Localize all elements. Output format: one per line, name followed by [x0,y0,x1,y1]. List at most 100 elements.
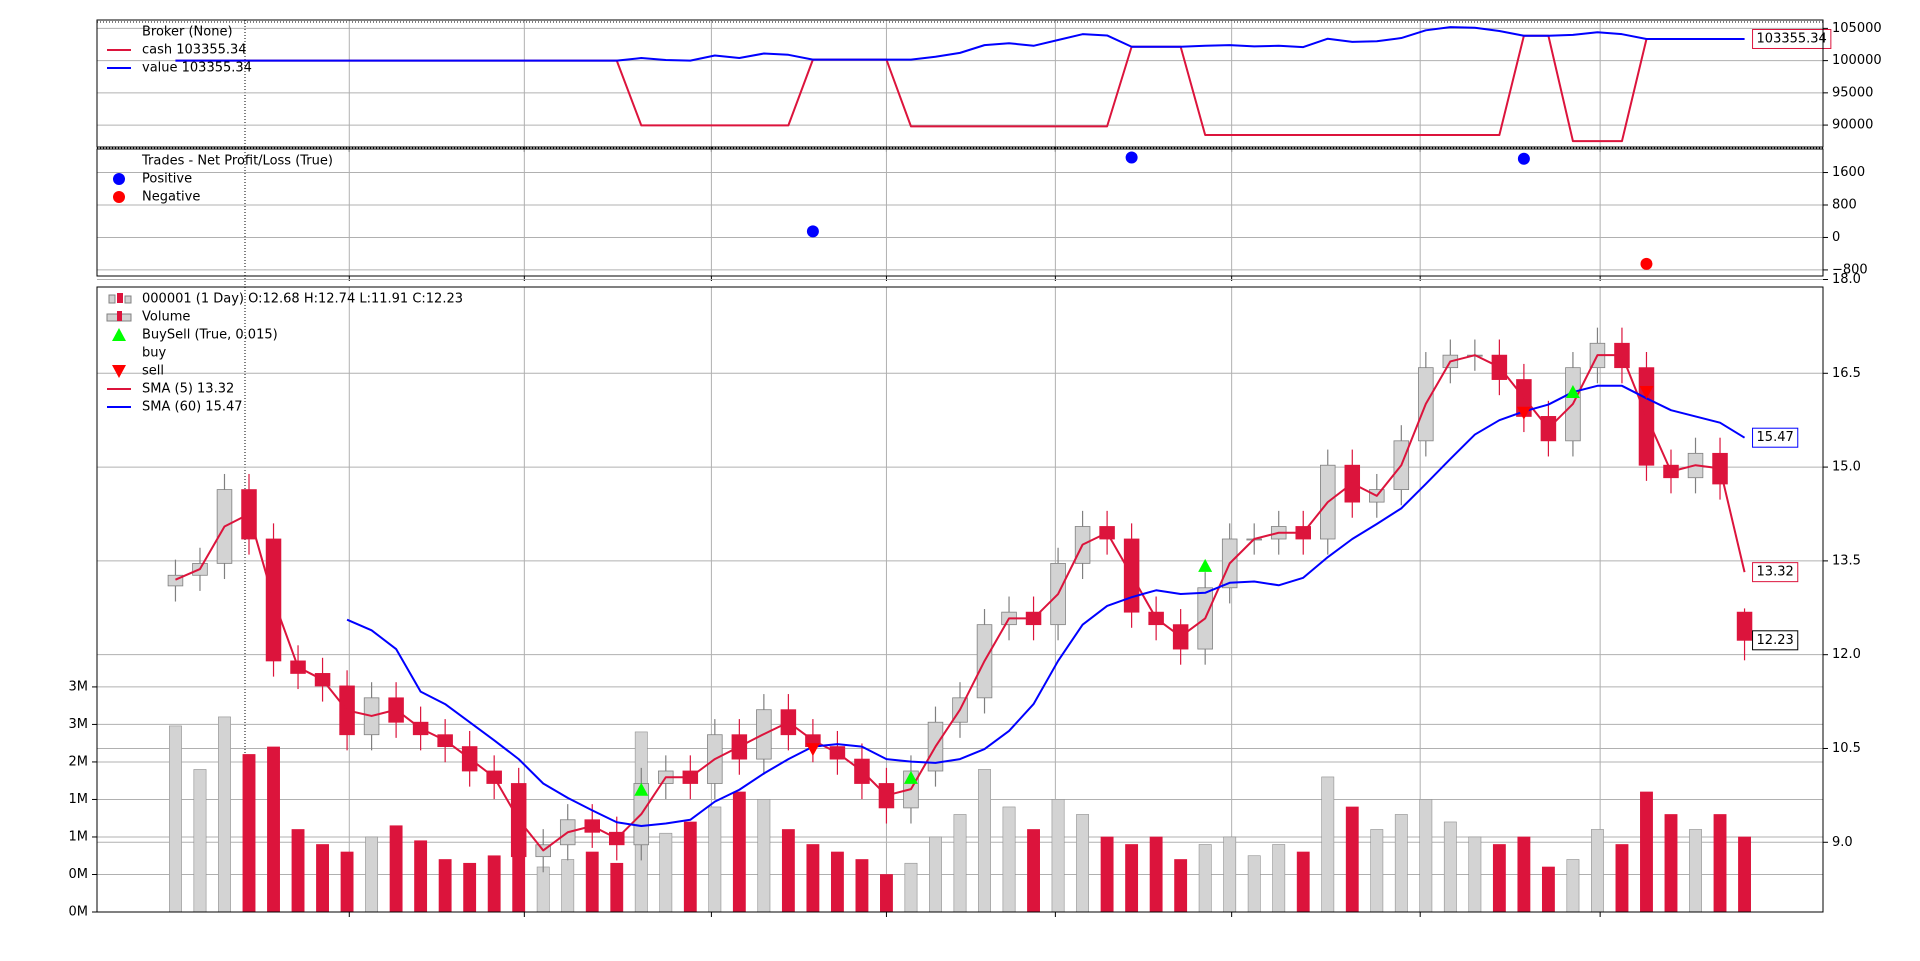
sell-marker [1516,406,1531,420]
volume-bar [316,844,329,913]
y-tick-label: 9.0 [1832,835,1853,850]
volume-bar [929,836,942,913]
volume-bar [659,832,673,913]
volume-bar [414,840,428,913]
end-label-box [1752,28,1832,49]
legend-label: Negative [142,190,200,205]
volume-bar [855,859,869,913]
end-label-box [1752,562,1799,583]
panel-frame [96,148,1824,277]
end-label-box [1752,630,1799,651]
volume-bar [806,844,820,913]
legend-label: buy [142,346,166,361]
volume-bar [1468,836,1482,913]
volume-bar [904,862,918,913]
legend-label: SMA (5) 13.32 [142,382,234,397]
y2-tick-label: 3M [69,717,89,732]
legend-label: value 103355.34 [142,61,252,76]
trade-point [1640,257,1653,270]
series-line [175,26,1745,62]
trade-point [1125,151,1138,164]
volume-bar [732,791,746,913]
volume-bar [242,754,256,913]
volume-bar [1027,829,1040,913]
legend-label: Positive [142,172,192,187]
y2-tick-label: 0M [69,905,89,920]
volume-bar [1591,829,1604,913]
y2-tick-label: 3M [69,679,89,694]
legend-glyph [117,293,123,303]
y-tick-label: −800 [1832,262,1868,277]
volume-bar [1738,836,1751,913]
volume-bar [365,836,379,913]
volume-bar [1394,814,1408,913]
volume-bar [1272,844,1286,913]
volume-bar [487,855,501,913]
y-tick-label: 90000 [1832,118,1873,133]
volume-bar [218,716,231,913]
volume-bar [1296,851,1310,913]
volume-bar [1492,844,1506,913]
candle-body [167,574,184,587]
y-tick-label: 10.5 [1832,741,1861,756]
volume-bar [1149,836,1163,913]
volume-bar [830,851,844,913]
y-tick-label: 95000 [1832,85,1873,100]
volume-bar [1198,844,1212,913]
volume-bar [585,851,599,913]
y-tick-label: 100000 [1832,53,1882,68]
legend-glyph [124,295,132,304]
volume-bar [1076,814,1090,913]
legend-glyph [108,294,116,304]
legend-label: BuySell (True, 0.015) [142,328,278,343]
candle-body [1736,611,1753,641]
volume-bar [291,829,305,913]
volume-bar [1517,836,1531,913]
volume-bar [1100,836,1114,913]
legend-glyph [113,173,125,185]
volume-bar [1713,814,1727,913]
y-tick-label: 13.5 [1832,553,1861,568]
end-label: 13.32 [1757,565,1794,580]
legend-label: sell [142,364,164,379]
y-tick-label: 105000 [1832,21,1882,36]
panel-frame [96,19,1824,148]
sma-line [175,354,1746,852]
volume-bar [757,799,771,913]
volume-bar [610,862,624,913]
y-tick-label: 1600 [1832,165,1865,180]
sell-marker [1639,386,1654,400]
end-label: 103355.34 [1757,31,1827,46]
volume-bar [1419,799,1433,913]
end-label-box [1752,427,1799,448]
volume-bar [1125,844,1139,913]
y2-tick-label: 1M [69,829,89,844]
volume-bar [1689,829,1702,913]
volume-bar [340,851,354,913]
buy-marker [903,770,918,784]
volume-bar [1321,776,1335,913]
legend-label: Volume [142,310,190,325]
volume-bar [389,825,403,913]
legend-label: Trades - Net Profit/Loss (True) [141,154,333,169]
volume-bar [1345,806,1359,913]
y-tick-label: 16.5 [1832,366,1861,381]
buy-marker [1198,558,1213,572]
volume-bar [1443,821,1457,913]
legend-glyph [113,191,125,203]
volume-bar [781,829,795,913]
volume-bar [463,862,477,913]
trade-point [1517,152,1530,165]
legend-glyph [117,311,122,321]
sma-line [346,384,1746,828]
volume-bar [880,874,893,913]
end-label: 15.47 [1757,430,1794,445]
buy-marker [634,782,649,796]
legend-glyph [112,328,126,341]
sell-marker [805,743,820,757]
volume-bar [953,814,967,913]
y-tick-label: 0 [1832,230,1840,245]
panel-frame [96,286,1824,913]
y-tick-label: 15.0 [1832,460,1861,475]
